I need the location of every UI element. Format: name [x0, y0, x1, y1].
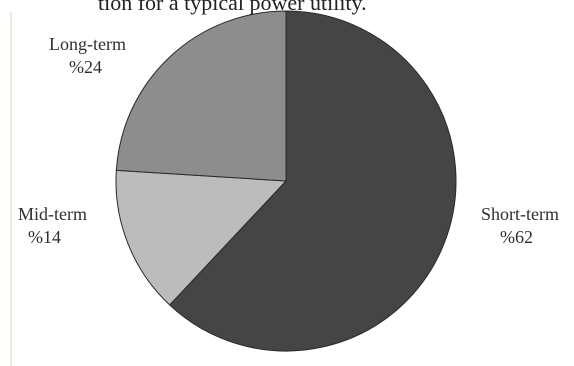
pie-slice-long-term [115, 10, 287, 182]
slice-label-long-term-name: Long-term [49, 34, 126, 54]
slice-label-short-term-value: %62 [500, 227, 533, 247]
chart-frame [10, 12, 574, 366]
pie-slice-mid-term [115, 169, 288, 306]
slice-label-mid-term-name: Mid-term [18, 204, 87, 224]
slice-label-mid-term-value: %14 [28, 227, 61, 247]
slice-label-short-term-name: Short-term [481, 204, 559, 224]
pie-slice-short-term [168, 10, 457, 352]
slice-label-long-term-value: %24 [69, 57, 102, 77]
